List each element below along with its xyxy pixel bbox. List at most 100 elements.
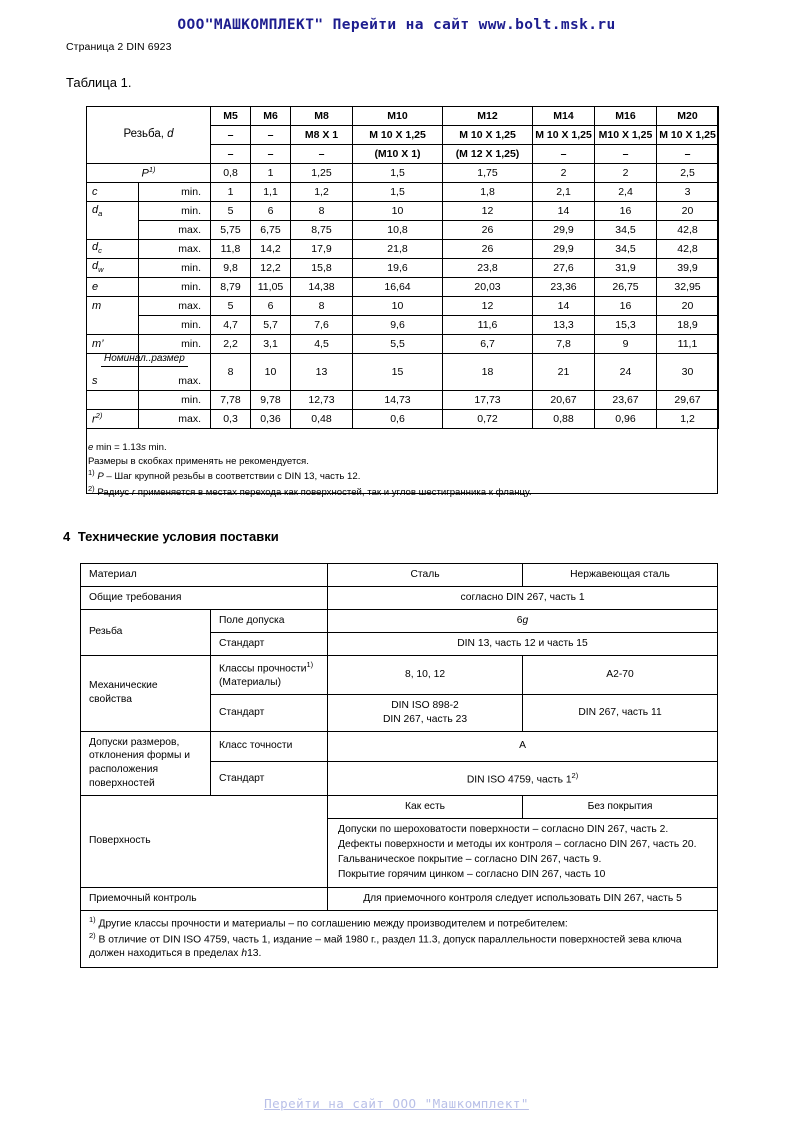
cell: 14	[532, 296, 595, 316]
table1-footnotes: e min = 1.13s min. Размеры в скобках при…	[86, 438, 718, 504]
sub-label-tolerance-field: Поле допуска	[209, 608, 329, 633]
cell: 42,8	[656, 220, 719, 240]
supply-conditions-table: Материал Сталь Нержавеющая сталь Общие т…	[79, 563, 719, 969]
cell: 27,6	[532, 258, 595, 278]
row-label-r: r2)	[86, 409, 139, 429]
row-label-s-symbol: s	[86, 372, 139, 391]
cell: 13,3	[532, 315, 595, 335]
cell: 0,3	[210, 409, 251, 429]
footnote-2-text-cont: должен находиться в пределах	[89, 948, 242, 960]
cell: 8	[210, 353, 251, 391]
col-header: M20	[656, 106, 719, 126]
cell: 14,73	[352, 390, 443, 410]
footnote-marker-1: 1)	[89, 914, 96, 924]
cell: 0,96	[594, 409, 657, 429]
classes-stainless: A2-70	[522, 654, 719, 695]
cell: –	[250, 125, 291, 145]
cell: 8	[290, 201, 353, 221]
table-row-dc-max: dc max. 11,8 14,2 17,9 21,8 26 29,9 34,5…	[86, 239, 719, 259]
cell: 14,2	[250, 239, 291, 259]
cell: 3	[656, 182, 719, 202]
cell: 7,6	[290, 315, 353, 335]
cell: 5,5	[352, 334, 443, 354]
cell: –	[532, 144, 595, 164]
cell: 1,8	[442, 182, 533, 202]
cell: –	[290, 144, 353, 164]
cell: 15,3	[594, 315, 657, 335]
cell: 8,79	[210, 277, 251, 297]
section-heading: 4 Технические условия поставки	[63, 529, 279, 544]
cell: 5	[210, 296, 251, 316]
footnote-brackets: Размеры в скобках применять не рекоменду…	[88, 455, 309, 467]
footnote-2-italic: h	[241, 948, 248, 960]
table-row-s-min: min. 7,78 9,78 12,73 14,73 17,73 20,67 2…	[86, 390, 719, 410]
site-title-banner[interactable]: ООО"МАШКОМПЛЕКТ" Перейти на сайт www.bol…	[177, 17, 616, 33]
cell: M10 X 1,25	[594, 125, 657, 145]
cell: 26,75	[594, 277, 657, 297]
cell: –	[250, 144, 291, 164]
cell: 20,03	[442, 277, 533, 297]
col-header: M8	[290, 106, 353, 126]
cell: 1,1	[250, 182, 291, 202]
col-header: M10	[352, 106, 443, 126]
row-label-dw: dw	[86, 258, 139, 278]
cell: 23,36	[532, 277, 595, 297]
cell: 15	[352, 353, 443, 391]
surface-line-1: Допуски по шероховатости поверхности – с…	[338, 824, 669, 835]
footer-site-link[interactable]: Перейти на сайт ООО "Машкомплект"	[264, 1096, 529, 1111]
cell: 5,75	[210, 220, 251, 240]
cell: 11,8	[210, 239, 251, 259]
cell: 10	[250, 353, 291, 391]
footnote-e-min: e min = 1.13s min.	[88, 442, 167, 453]
cell: 1,75	[442, 163, 533, 183]
footnote-2: 2) Радиус r применяется в местах переход…	[88, 484, 532, 499]
cell: 18,9	[656, 315, 719, 335]
row-label-e: e	[86, 277, 139, 297]
cell: 0,36	[250, 409, 291, 429]
row-label-m: m	[86, 296, 139, 316]
cell: 8	[290, 296, 353, 316]
cell: 34,5	[594, 239, 657, 259]
row-label-tolerances: Допуски размеров, отклонения формы и рас…	[80, 730, 211, 797]
table-row-thread-standard: Стандарт DIN 13, часть 12 и часть 15	[81, 631, 719, 656]
cell: 14,38	[290, 277, 353, 297]
cell: M8 X 1	[290, 125, 353, 145]
row-qualifier: min.	[138, 334, 211, 354]
cell: 7,8	[532, 334, 595, 354]
cell: 26	[442, 239, 533, 259]
cell: 1,25	[290, 163, 353, 183]
cell: 9,6	[352, 315, 443, 335]
cell: 10	[352, 201, 443, 221]
table-row-dw-min: dw min. 9,8 12,2 15,8 19,6 23,8 27,6 31,…	[86, 258, 719, 278]
cell: –	[210, 125, 251, 145]
cell: 0,48	[290, 409, 353, 429]
row-qualifier: min.	[138, 258, 211, 278]
dimensions-table: M5 M6 M8 M10 M12 M14 M16 M20 Резьба, d –…	[86, 106, 719, 429]
row-label-general: Общие требования	[79, 585, 329, 610]
row-qualifier: max.	[138, 296, 211, 316]
row-label-da: da	[86, 201, 139, 221]
table2-footnotes: 1) Другие классы прочности и материалы –…	[79, 909, 719, 969]
row-label-c: c	[86, 182, 139, 202]
cell: 14	[532, 201, 595, 221]
cell: 0,8	[210, 163, 251, 183]
cell: (M10 X 1)	[352, 144, 443, 164]
surface-line-2: Дефекты поверхности и методы их контроля…	[338, 838, 697, 850]
cell: 7,78	[210, 390, 251, 410]
cell: 1,2	[290, 182, 353, 202]
row-qualifier: min.	[138, 201, 211, 221]
cell: 2,2	[210, 334, 251, 354]
cell: 0,72	[442, 409, 533, 429]
row-qualifier: max.	[138, 409, 211, 429]
mechanical-label-line2: свойства	[89, 694, 132, 706]
cell: 11,6	[442, 315, 533, 335]
table-row-P: P1) 0,8 1 1,25 1,5 1,75 2 2 2,5	[86, 163, 719, 183]
table-row-fine-thread-2: – – – (M10 X 1) (M 12 X 1,25) – – –	[86, 144, 719, 164]
cell: 23,67	[594, 390, 657, 410]
footnote-2-text: В отличие от DIN ISO 4759, часть 1, изда…	[98, 934, 682, 946]
row-qualifier: min.	[138, 182, 211, 202]
cell: 42,8	[656, 239, 719, 259]
cell: 23,8	[442, 258, 533, 278]
table-row-footnotes: 1) Другие классы прочности и материалы –…	[79, 909, 719, 969]
cell: 9,78	[250, 390, 291, 410]
